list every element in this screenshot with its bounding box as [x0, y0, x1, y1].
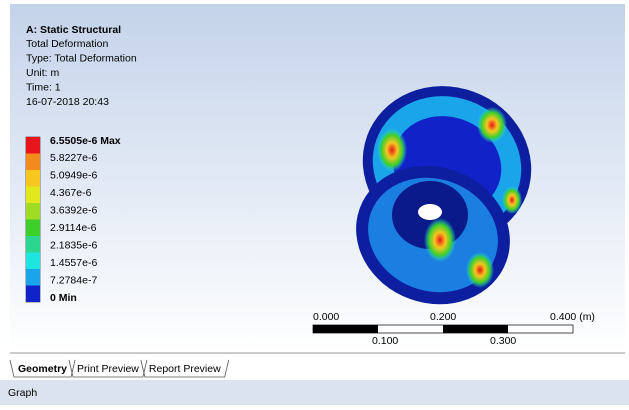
legend-label: 0 Min — [50, 292, 77, 304]
legend-label: 7.2784e-7 — [50, 274, 97, 286]
legend-swatch — [26, 170, 40, 187]
info-line: 16-07-2018 20:43 — [26, 96, 109, 108]
legend-label: 2.1835e-6 — [50, 239, 97, 251]
scale-label: 0.000 — [313, 311, 339, 323]
legend-swatch — [26, 220, 40, 237]
tab[interactable]: Print Preview — [69, 360, 147, 377]
legend-label: 6.5505e-6 Max — [50, 135, 121, 147]
status-text: Graph — [8, 387, 37, 399]
info-line: Type: Total Deformation — [26, 52, 137, 64]
info-line: Unit: m — [26, 67, 60, 79]
legend-swatch — [26, 137, 40, 154]
tab-label[interactable]: Geometry — [18, 363, 67, 375]
legend-label: 5.0949e-6 — [50, 170, 97, 182]
scale-label: 0.300 — [490, 335, 516, 347]
tab-label[interactable]: Print Preview — [77, 363, 139, 375]
legend-swatch — [26, 236, 40, 253]
legend-label: 2.9114e-6 — [50, 222, 97, 234]
legend-label: 3.6392e-6 — [50, 205, 97, 217]
legend-swatch — [26, 253, 40, 270]
legend-swatch — [26, 203, 40, 220]
legend-swatch — [26, 269, 40, 286]
status-bar — [0, 380, 629, 405]
title: A: Static Structural — [26, 24, 121, 36]
legend-swatch — [26, 187, 40, 204]
tab-label[interactable]: Report Preview — [149, 363, 221, 375]
legend-swatch — [26, 286, 40, 303]
info-line: Total Deformation — [26, 38, 108, 50]
tab[interactable]: Report Preview — [141, 360, 229, 377]
legend-label: 4.367e-6 — [50, 187, 92, 199]
scale-label: 0.200 — [430, 311, 456, 323]
legend-swatch — [26, 154, 40, 171]
legend-label: 1.4557e-6 — [50, 257, 97, 269]
scale-label: 0.400 (m) — [550, 311, 595, 323]
legend-label: 5.8227e-6 — [50, 152, 97, 164]
tab[interactable]: Geometry — [10, 360, 75, 377]
viewport: A: Static Structural Total Deformation Ty… — [0, 0, 629, 405]
info-line: Time: 1 — [26, 81, 61, 93]
window: A: Static Structural Total Deformation Ty… — [0, 0, 629, 405]
scale-label: 0.100 — [372, 335, 398, 347]
